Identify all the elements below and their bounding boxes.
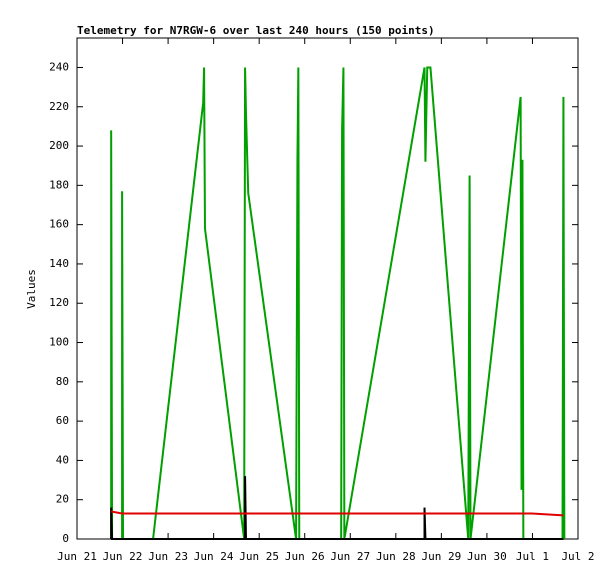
y-tick-label: 40 [56, 453, 69, 466]
y-axis-label: Values [25, 269, 38, 309]
x-tick-label: Jun 28 [376, 550, 416, 563]
x-tick-label: Jun 21 [57, 550, 97, 563]
x-tick-label: Jun 23 [148, 550, 188, 563]
series-line [110, 66, 566, 540]
y-tick-label: 120 [49, 296, 69, 309]
y-tick-label: 180 [49, 178, 69, 191]
plot-frame [76, 37, 579, 540]
x-tick-label: Jun 26 [285, 550, 325, 563]
x-tick-label: Jun 24 [194, 550, 234, 563]
x-tick-label: Jun 22 [103, 550, 143, 563]
x-tick-label: Jun 30 [467, 550, 507, 563]
y-tick-label: 140 [49, 257, 69, 270]
series-line [110, 476, 564, 540]
y-tick-label: 0 [62, 532, 69, 545]
x-tick-label: Jun 27 [330, 550, 370, 563]
y-tick-label: 200 [49, 139, 69, 152]
y-tick-label: 20 [56, 493, 69, 506]
x-tick-label: Jul 2 [561, 550, 594, 563]
chart-title: Telemetry for N7RGW-6 over last 240 hour… [77, 24, 435, 37]
series-line [110, 510, 564, 517]
y-tick-label: 220 [49, 100, 69, 113]
x-tick-label: Jun 25 [239, 550, 279, 563]
y-tick-label: 240 [49, 60, 69, 73]
y-tick-label: 160 [49, 218, 69, 231]
x-tick-label: Jun 29 [421, 550, 461, 563]
y-tick-label: 80 [56, 375, 69, 388]
y-tick-label: 60 [56, 414, 69, 427]
y-tick-label: 100 [49, 336, 69, 349]
x-tick-label: Jul 1 [516, 550, 549, 563]
